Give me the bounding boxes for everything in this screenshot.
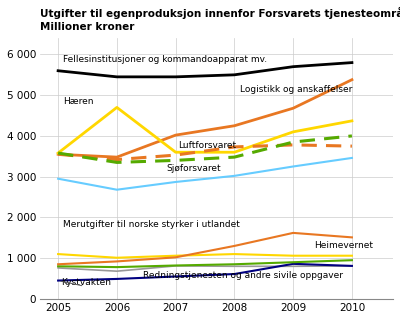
Text: Luftforsvaret: Luftforsvaret — [178, 141, 237, 150]
Text: Heimevernet: Heimevernet — [314, 241, 373, 250]
Text: Hæren: Hæren — [63, 97, 93, 106]
Text: Sjøforsvaret: Sjøforsvaret — [167, 164, 222, 173]
Text: Kystvakten: Kystvakten — [61, 278, 111, 287]
Text: Logistikk og anskaffelser: Logistikk og anskaffelser — [240, 85, 353, 94]
Text: Merutgifter til norske styrker i utlandet: Merutgifter til norske styrker i utlande… — [63, 220, 240, 229]
Text: Redningstjenesten og andre sivile oppgaver: Redningstjenesten og andre sivile oppgav… — [143, 270, 343, 280]
Text: Utgifter til egenproduksjon innenfor Forsvarets tjenesteområder.
Millioner krone: Utgifter til egenproduksjon innenfor For… — [40, 7, 400, 32]
Text: Fellesinstitusjoner og kommandoapparat mv.: Fellesinstitusjoner og kommandoapparat m… — [63, 55, 267, 64]
